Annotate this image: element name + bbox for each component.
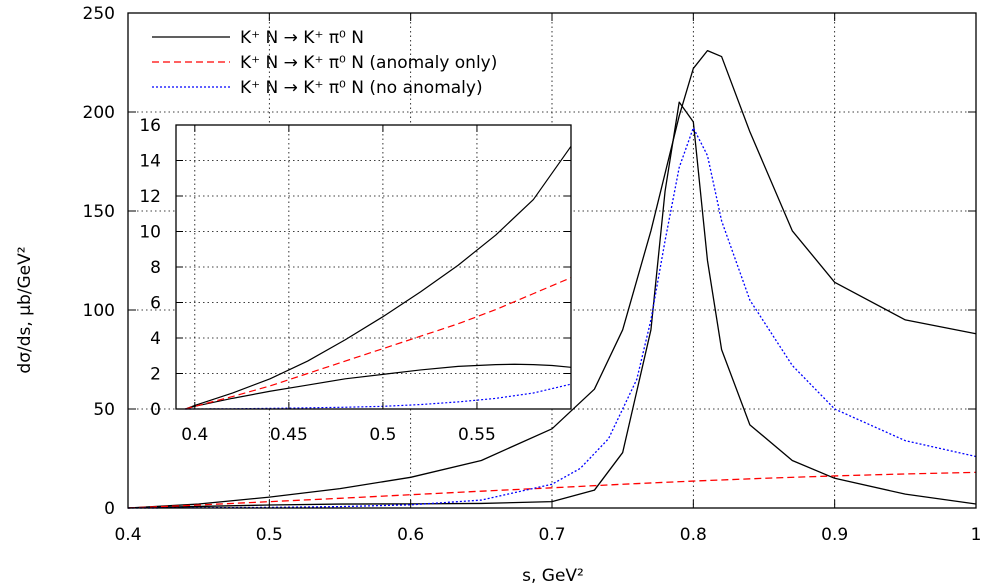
inset-series-2-line: [185, 363, 572, 410]
inset-y-tick-label: 0: [150, 400, 161, 420]
y-tick-label: 250: [83, 4, 115, 24]
inset-y-tick-label: 6: [150, 294, 161, 314]
inset-series-3-line: [185, 277, 572, 410]
legend-label-2: K⁺ N → K⁺ π⁰ N (anomaly only): [240, 53, 497, 73]
x-tick-label: 0.9: [821, 525, 848, 545]
inset-y-tick-label: 8: [150, 258, 161, 278]
x-axis-label: s, GeV²: [522, 566, 584, 586]
inset-series-1-line: [185, 145, 572, 410]
x-tick-label: 0.8: [680, 525, 707, 545]
y-tick-label: 50: [93, 400, 115, 420]
y-tick-label: 100: [83, 301, 115, 321]
inset-y-tick-label: 2: [150, 365, 161, 385]
y-tick-label: 200: [83, 103, 115, 123]
x-tick-label: 0.6: [397, 525, 424, 545]
legend-label-3: K⁺ N → K⁺ π⁰ N (no anomaly): [240, 78, 483, 98]
inset-y-tick-label: 14: [139, 152, 161, 172]
inset-x-tick-label: 0.45: [270, 425, 308, 445]
inset-y-tick-label: 12: [139, 187, 161, 207]
x-tick-label: 0.5: [256, 525, 283, 545]
inset-x-tick-label: 0.4: [181, 425, 208, 445]
y-axis-label: dσ/ds, μb/GeV²: [15, 246, 35, 373]
inset-x-tick-label: 0.55: [458, 425, 496, 445]
inset-y-tick-label: 10: [139, 223, 161, 243]
main-series-2-line: [127, 101, 977, 509]
main-series-4-line: [127, 127, 977, 509]
main-series-3-line: [127, 471, 977, 509]
inset-y-tick-label: 16: [139, 116, 161, 136]
inset-chart: 0.4 0.45 0.5 0.55 0 2 4 6 8 10 12 14 16: [139, 116, 572, 445]
inset-x-tick-label: 0.5: [369, 425, 396, 445]
y-tick-label: 0: [104, 499, 115, 519]
main-series-1-line: [127, 49, 977, 509]
x-tick-label: 0.4: [114, 525, 141, 545]
legend-label-1: K⁺ N → K⁺ π⁰ N: [240, 28, 364, 48]
x-tick-label: 1: [971, 525, 982, 545]
y-tick-label: 150: [83, 202, 115, 222]
inset-series-4-line: [185, 383, 572, 410]
legend: K⁺ N → K⁺ π⁰ N K⁺ N → K⁺ π⁰ N (anomaly on…: [152, 28, 497, 98]
x-tick-label: 0.7: [538, 525, 565, 545]
inset-y-tick-label: 4: [150, 329, 161, 349]
main-series: [127, 49, 977, 509]
